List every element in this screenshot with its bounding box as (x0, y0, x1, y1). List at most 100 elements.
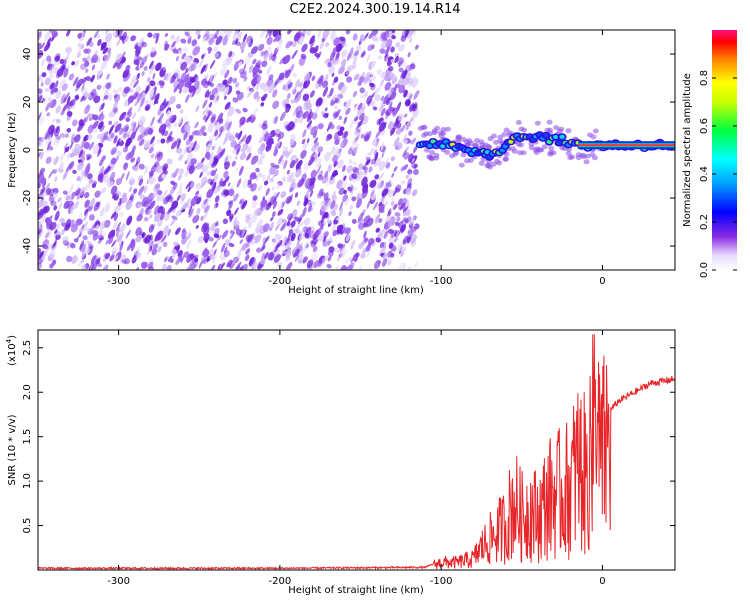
noise-speckle (281, 176, 287, 183)
noise-speckle (44, 183, 51, 192)
noise-speckle (289, 187, 294, 193)
noise-speckle (201, 54, 205, 60)
noise-speckle (221, 188, 227, 196)
noise-speckle (123, 86, 130, 94)
noise-speckle (411, 157, 415, 163)
noise-speckle (414, 262, 418, 268)
noise-speckle (54, 211, 59, 220)
noise-speckle (256, 219, 264, 229)
noise-speckle (74, 95, 80, 100)
noise-speckle (356, 192, 362, 200)
noise-speckle (199, 172, 203, 178)
noise-speckle (223, 250, 230, 258)
noise-speckle (402, 210, 408, 216)
noise-speckle (227, 30, 233, 39)
noise-speckle (208, 37, 215, 46)
noise-speckle (294, 157, 299, 164)
noise-speckle (201, 256, 207, 262)
spectrogram-y-axis-label: Frequency (Hz) (7, 112, 18, 188)
noise-speckle (358, 163, 364, 171)
noise-speckle (138, 185, 145, 196)
noise-speckle (45, 102, 51, 112)
noise-speckle (300, 149, 307, 159)
noise-speckle (333, 105, 339, 110)
noise-speckle (76, 176, 81, 182)
noise-speckle (54, 87, 59, 93)
noise-speckle (69, 183, 74, 194)
noise-speckle (332, 155, 338, 163)
noise-speckle (306, 259, 314, 269)
noise-speckle (391, 35, 396, 40)
noise-speckle (385, 38, 393, 49)
noise-speckle (112, 31, 117, 37)
noise-speckle (208, 134, 215, 143)
noise-speckle (154, 153, 159, 160)
noise-speckle (328, 209, 333, 215)
colorbar: 0.0 0.2 0.4 0.6 0.8 Normalized spectral ampl… (682, 30, 737, 278)
noise-speckle (372, 30, 378, 35)
signal-speckle (456, 134, 463, 140)
noise-speckle (166, 136, 172, 144)
noise-speckle (252, 261, 258, 269)
noise-speckle (77, 122, 84, 132)
noise-speckle (314, 154, 319, 163)
noise-speckle (112, 220, 118, 230)
noise-speckle (115, 221, 122, 232)
noise-speckle (360, 51, 366, 58)
noise-speckle (143, 139, 151, 149)
noise-speckle (350, 258, 354, 263)
noise-speckle (306, 138, 310, 144)
noise-speckle (114, 123, 122, 133)
noise-speckle (374, 157, 381, 167)
noise-speckle (277, 135, 282, 142)
noise-speckle (362, 170, 368, 176)
noise-speckle (92, 143, 100, 155)
noise-speckle (384, 201, 388, 207)
noise-speckle (194, 257, 199, 263)
noise-speckle (235, 108, 242, 114)
noise-speckle (251, 213, 258, 224)
noise-speckle (62, 170, 69, 180)
noise-speckle (127, 96, 132, 106)
snr-y-axis-label: SNR (10 * v/v) (7, 414, 18, 485)
noise-speckle (331, 223, 337, 233)
noise-speckle (55, 105, 62, 114)
noise-speckle (258, 172, 264, 178)
noise-speckle (175, 209, 182, 218)
noise-speckle (38, 33, 42, 41)
noise-speckle (188, 208, 194, 218)
noise-speckle (186, 60, 191, 65)
noise-speckle (402, 69, 408, 80)
noise-speckle (356, 170, 362, 179)
noise-speckle (267, 196, 273, 203)
noise-speckle (140, 97, 145, 108)
noise-speckle (208, 50, 211, 54)
noise-speckle (49, 99, 53, 106)
noise-speckle (309, 90, 315, 98)
noise-speckle (222, 34, 229, 46)
noise-speckle (136, 267, 140, 270)
noise-speckle (285, 239, 292, 249)
noise-speckle (348, 256, 353, 262)
noise-speckle (44, 132, 50, 140)
noise-speckle (280, 191, 287, 199)
noise-speckle (197, 235, 205, 244)
noise-speckle (186, 232, 192, 240)
noise-speckle (405, 146, 409, 151)
noise-speckle (397, 198, 403, 206)
noise-speckle (49, 221, 57, 231)
noise-speckle (82, 30, 87, 36)
noise-speckle (191, 130, 197, 137)
noise-speckle (159, 210, 166, 221)
noise-speckle (356, 197, 363, 209)
noise-speckle (387, 87, 392, 98)
noise-speckle (260, 51, 265, 57)
noise-speckle (295, 168, 302, 178)
noise-speckle (164, 43, 170, 51)
noise-speckle (252, 83, 256, 88)
noise-speckle (337, 159, 344, 169)
noise-speckle (327, 240, 331, 246)
noise-speckle (355, 45, 362, 51)
noise-speckle (351, 173, 358, 180)
noise-speckle (315, 97, 323, 108)
